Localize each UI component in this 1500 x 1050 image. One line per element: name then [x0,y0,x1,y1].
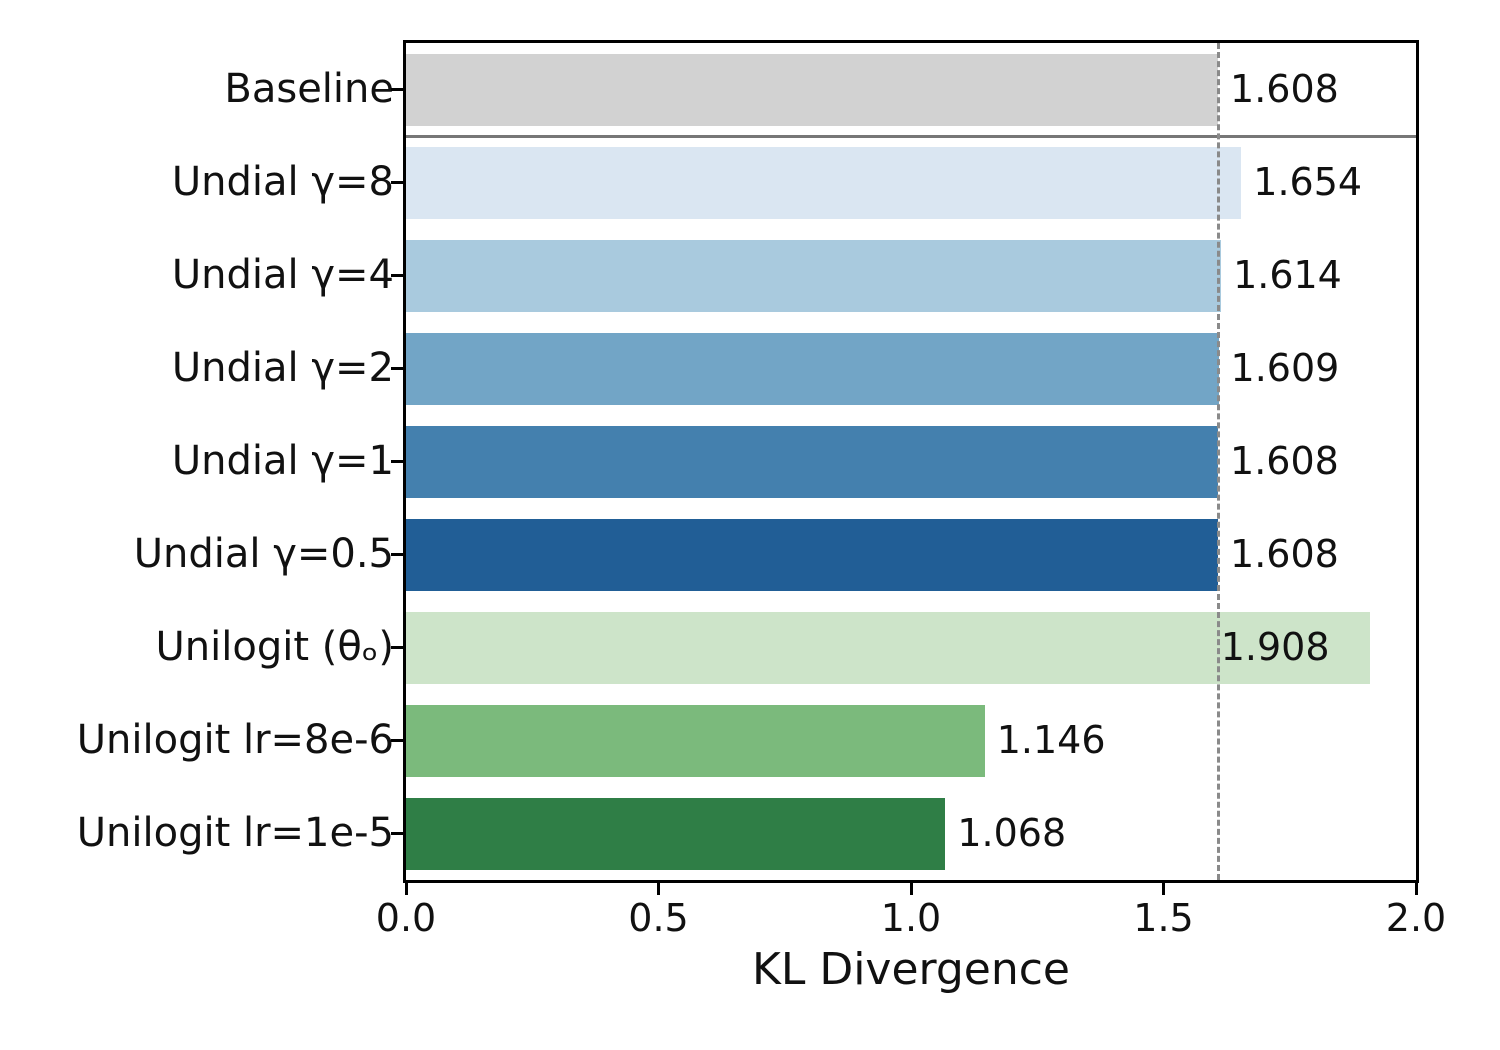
x-tick-label: 0.5 [628,896,689,940]
y-tick-label: Undial γ=1 [171,438,394,484]
y-tick-mark [391,274,403,277]
bar-4 [406,425,1219,498]
x-tick-mark [1162,883,1165,895]
y-tick-label: Unilogit (θₒ) [155,624,394,670]
y-tick-mark [391,181,403,184]
x-tick-label: 1.5 [1133,896,1194,940]
y-tick-label: Unilogit lr=1e-5 [76,810,394,856]
y-tick-label: Undial γ=2 [171,345,394,391]
x-tick-label: 0.0 [375,896,437,940]
bar-0 [406,53,1219,126]
y-tick-mark [391,460,403,463]
y-tick-label: Undial γ=4 [171,252,394,298]
x-tick-mark [404,883,408,895]
x-tick-mark [657,883,660,895]
value-label: 1.608 [1230,67,1339,111]
y-tick-mark [391,646,403,649]
bar-8 [406,797,946,870]
value-label: 1.614 [1233,253,1342,297]
x-tick-mark [1414,883,1418,895]
x-axis-title: KL Divergence [751,944,1071,995]
x-tick-label: 2.0 [1385,896,1447,940]
y-tick-mark [391,832,403,835]
y-tick-label: Undial γ=0.5 [133,531,394,577]
bar-7 [406,704,985,777]
bar-1 [406,146,1242,219]
x-tick-mark [909,883,913,895]
value-label: 1.609 [1230,346,1340,390]
bar-3 [406,332,1219,405]
y-tick-mark [391,367,403,370]
value-label: 1.608 [1230,439,1339,483]
y-tick-mark [391,88,403,91]
y-tick-label: Baseline [224,66,394,112]
baseline-reference-line [1216,43,1220,880]
bar-2 [406,239,1222,312]
value-label: 1.608 [1230,532,1339,576]
value-label: 1.146 [996,718,1106,762]
baseline-separator-line [406,134,1416,138]
x-tick-label: 1.0 [880,896,942,940]
bar-6 [406,611,1370,684]
y-tick-mark [391,553,403,556]
value-label: 1.068 [957,811,1067,855]
y-tick-mark [391,739,403,742]
value-label: 1.654 [1253,160,1363,204]
value-label: 1.908 [1220,625,1330,669]
bar-5 [406,518,1219,591]
y-tick-label: Undial γ=8 [171,159,394,205]
y-tick-label: Unilogit lr=8e-6 [76,717,394,763]
plot-area: 1.608 1.654 1.614 1.609 1.608 1.608 1.908 1.146… [403,40,1419,883]
